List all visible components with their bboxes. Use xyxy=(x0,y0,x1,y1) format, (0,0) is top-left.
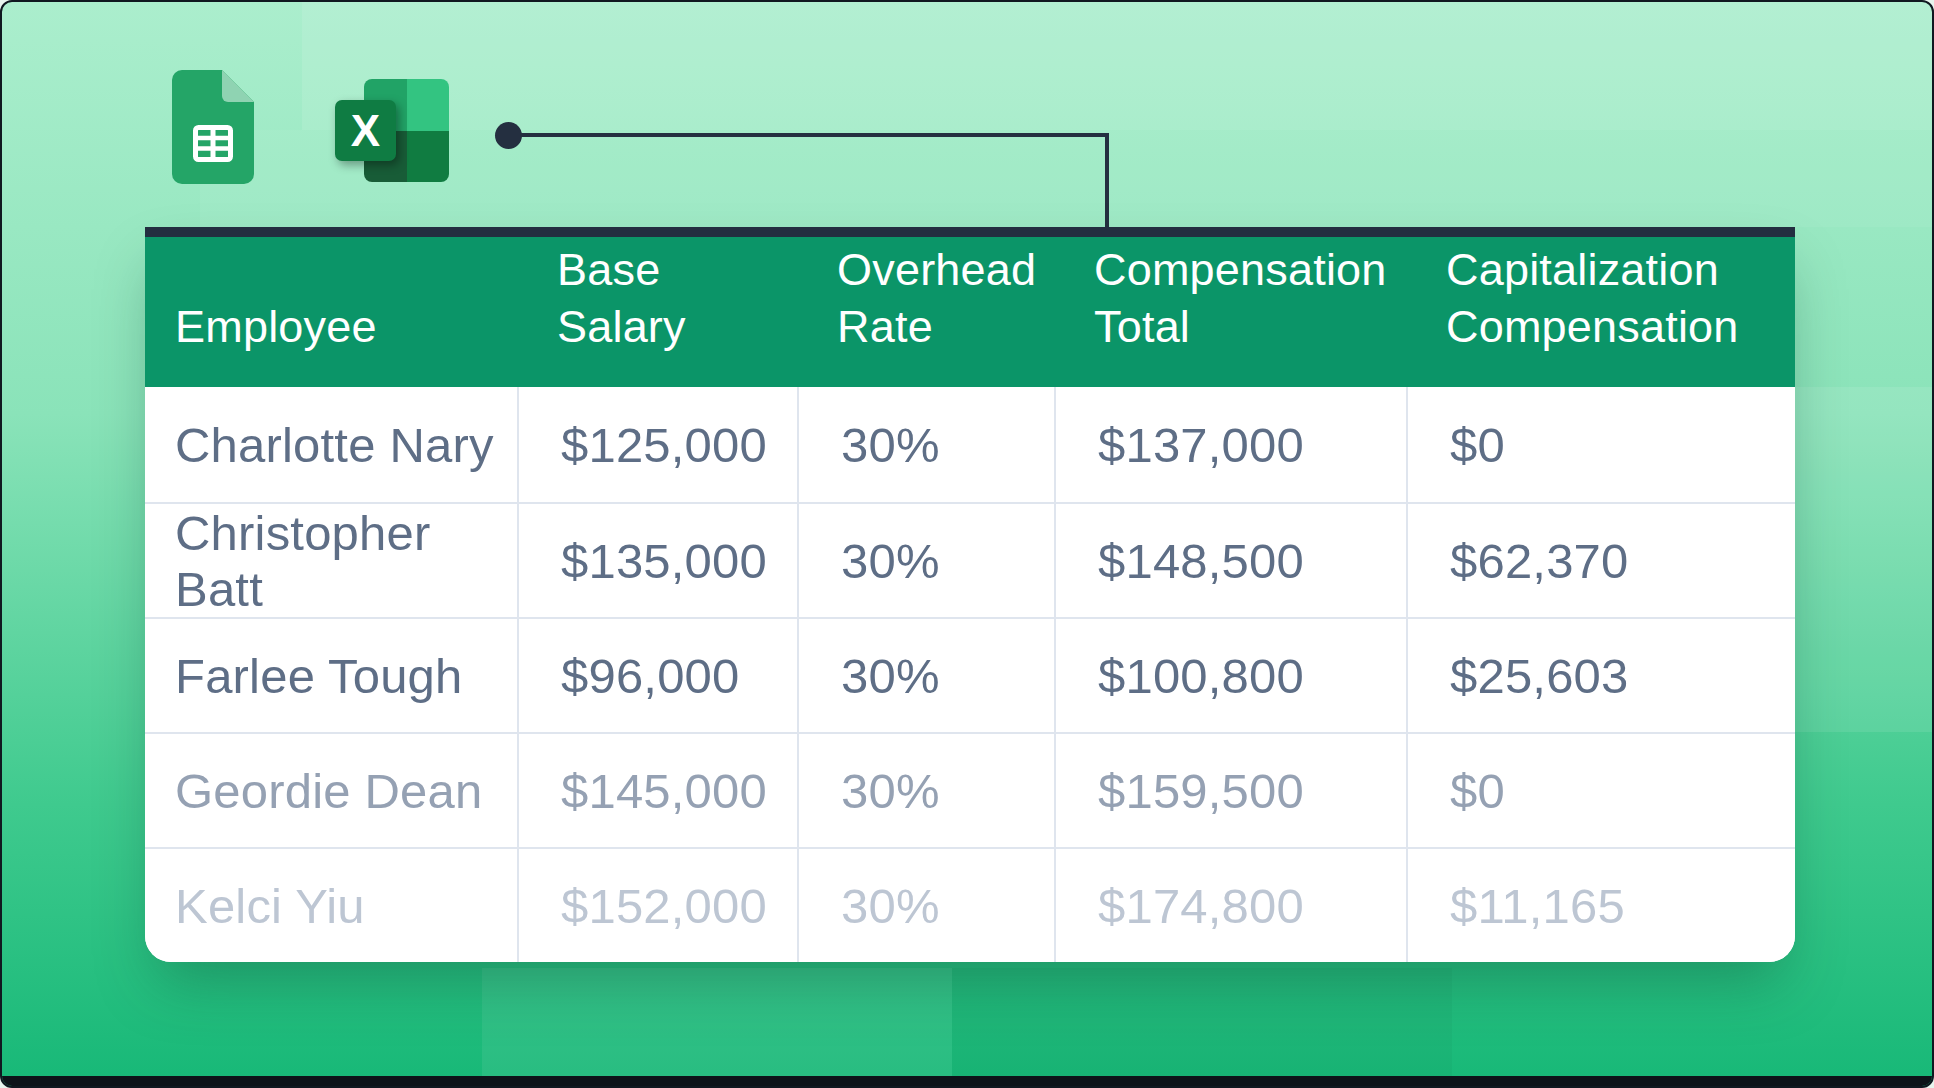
cell-base-salary: $96,000 xyxy=(517,619,797,732)
header-cell-compensation-total: CompensationTotal xyxy=(1054,237,1406,387)
cell-employee: Charlotte Nary xyxy=(145,387,517,502)
cell-overhead-rate: 30% xyxy=(797,387,1054,502)
cell-compensation-total: $159,500 xyxy=(1054,734,1406,847)
header-cell-capitalization-compensation: CapitalizationCompensation xyxy=(1406,237,1795,387)
table-row: Charlotte Nary$125,00030%$137,000$0 xyxy=(145,387,1795,502)
table-row: Christopher Batt$135,00030%$148,500$62,3… xyxy=(145,502,1795,617)
cell-base-salary: $125,000 xyxy=(517,387,797,502)
header-label-line: Capitalization xyxy=(1446,241,1785,298)
header-label-line: Base xyxy=(557,241,787,298)
header-cell-base-salary: BaseSalary xyxy=(517,237,797,387)
background-block xyxy=(952,968,1452,1080)
table-row: Farlee Tough$96,00030%$100,800$25,603 xyxy=(145,617,1795,732)
excel-quadrant xyxy=(407,131,450,183)
excel-x-letter: X xyxy=(351,109,380,153)
cell-base-salary: $135,000 xyxy=(517,504,797,617)
cell-compensation-total: $174,800 xyxy=(1054,849,1406,962)
cell-compensation-total: $137,000 xyxy=(1054,387,1406,502)
sheets-folded-corner xyxy=(222,70,254,102)
cell-compensation-total: $148,500 xyxy=(1054,504,1406,617)
header-label-line: Salary xyxy=(557,298,787,355)
table-header-row: EmployeeBaseSalaryOverheadRateCompensati… xyxy=(145,237,1795,387)
cell-capitalization-compensation: $25,603 xyxy=(1406,619,1795,732)
connector-horizontal-line xyxy=(508,133,1109,137)
table-body: Charlotte Nary$125,00030%$137,000$0Chris… xyxy=(145,387,1795,962)
cell-overhead-rate: 30% xyxy=(797,849,1054,962)
cell-employee: Christopher Batt xyxy=(145,504,517,617)
header-label-line: Rate xyxy=(837,298,1044,355)
background-block xyxy=(200,130,1932,227)
header-label-line: Compensation xyxy=(1094,241,1396,298)
header-label-line: Compensation xyxy=(1446,298,1785,355)
table-row: Kelci Yiu$152,00030%$174,800$11,165 xyxy=(145,847,1795,962)
table-top-bar xyxy=(145,227,1795,237)
background-block xyxy=(482,968,952,1080)
header-cell-employee: Employee xyxy=(145,237,517,387)
cell-base-salary: $145,000 xyxy=(517,734,797,847)
cell-capitalization-compensation: $0 xyxy=(1406,734,1795,847)
table-row: Geordie Dean$145,00030%$159,500$0 xyxy=(145,732,1795,847)
bottom-accent-bar xyxy=(2,1076,1932,1086)
cell-employee: Kelci Yiu xyxy=(145,849,517,962)
compensation-table: EmployeeBaseSalaryOverheadRateCompensati… xyxy=(145,227,1795,962)
cell-compensation-total: $100,800 xyxy=(1054,619,1406,732)
cell-employee: Farlee Tough xyxy=(145,619,517,732)
header-cell-overhead-rate: OverheadRate xyxy=(797,237,1054,387)
background-block xyxy=(1795,387,1934,732)
excel-icon: X xyxy=(335,79,449,182)
header-label-line: Total xyxy=(1094,298,1396,355)
cell-capitalization-compensation: $11,165 xyxy=(1406,849,1795,962)
cell-capitalization-compensation: $62,370 xyxy=(1406,504,1795,617)
header-label-line: Employee xyxy=(175,298,507,355)
cell-capitalization-compensation: $0 xyxy=(1406,387,1795,502)
infographic-frame: X EmployeeBaseSalaryOverheadRateCompensa… xyxy=(0,0,1934,1088)
cell-overhead-rate: 30% xyxy=(797,619,1054,732)
sheets-grid-glyph xyxy=(193,125,233,162)
google-sheets-icon xyxy=(172,70,254,184)
excel-quadrant xyxy=(407,79,450,131)
cell-overhead-rate: 30% xyxy=(797,734,1054,847)
excel-x-tile: X xyxy=(335,100,396,161)
background-block xyxy=(302,2,1932,130)
header-label-line: Overhead xyxy=(837,241,1044,298)
cell-overhead-rate: 30% xyxy=(797,504,1054,617)
cell-employee: Geordie Dean xyxy=(145,734,517,847)
connector-vertical-line xyxy=(1105,133,1109,231)
cell-base-salary: $152,000 xyxy=(517,849,797,962)
